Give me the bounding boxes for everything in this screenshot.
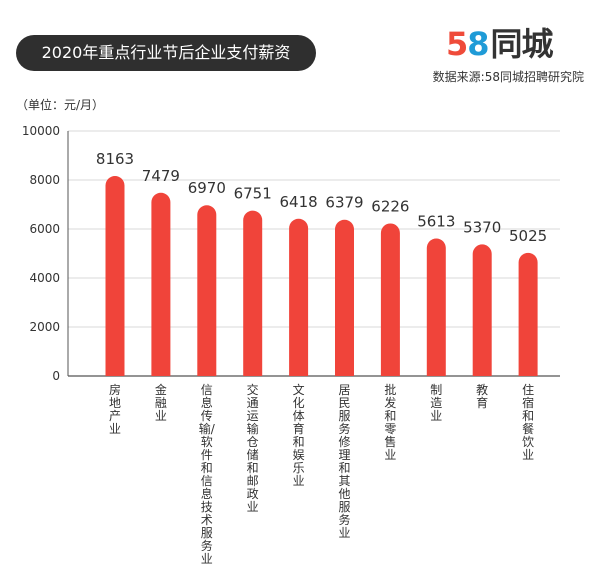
bar-value-label: 6970 — [188, 179, 226, 197]
x-category-label: 文化体育和娱乐业 — [292, 383, 305, 488]
y-tick-label: 4000 — [29, 271, 60, 285]
bar — [243, 210, 263, 376]
y-tick-label: 8000 — [29, 173, 60, 187]
bar — [151, 192, 171, 376]
bar — [380, 223, 400, 376]
y-tick-label: 2000 — [29, 320, 60, 334]
bar-value-label: 6226 — [371, 197, 409, 215]
unit-label: （单位：元/月） — [16, 98, 105, 112]
bar-value-label: 6418 — [280, 193, 318, 211]
x-category-label: 交通运输仓储和邮政业 — [246, 383, 259, 514]
data-source: 数据来源:58同城招聘研究院 — [432, 70, 584, 84]
bar-value-label: 5370 — [463, 218, 501, 236]
y-tick-label: 0 — [52, 369, 60, 383]
bar-value-label: 5613 — [417, 212, 455, 230]
bar — [289, 218, 309, 376]
x-category-label: 信息传输/软件和信息技术服务业 — [198, 383, 215, 566]
bar — [426, 238, 446, 376]
bar-value-label: 8163 — [96, 150, 134, 168]
logo-digit-5: 5 — [446, 25, 468, 63]
x-category-label: 教育 — [476, 383, 489, 410]
bar — [197, 205, 217, 376]
y-tick-label: 6000 — [29, 222, 60, 236]
bar-value-label: 6751 — [234, 185, 272, 203]
chart-title: 2020年重点行业节后企业支付薪资 — [16, 35, 316, 71]
x-category-label: 批发和零售业 — [384, 383, 397, 462]
bar-chart: 0 2000 4000 6000 8000 10000 8163 7479 6970 6751 64… — [22, 124, 560, 383]
y-tick-label: 10000 — [22, 124, 60, 138]
x-category-label: 居民服务修理和其他服务业 — [338, 383, 351, 540]
bar — [518, 252, 538, 376]
x-category-label: 房地产业 — [108, 383, 121, 436]
logo-digit-8: 8 — [467, 25, 489, 63]
x-category-label: 制造业 — [430, 383, 443, 423]
bar-value-label: 7479 — [142, 167, 180, 185]
bar-value-label: 5025 — [509, 227, 547, 245]
logo-text: 同城 — [490, 25, 554, 63]
bar — [105, 176, 125, 376]
bar — [335, 219, 354, 376]
x-category-label: 住宿和餐饮业 — [522, 383, 535, 462]
brand-logo: 58同城 — [446, 24, 554, 64]
x-category-label: 金融业 — [154, 383, 167, 423]
bar — [472, 244, 492, 376]
bar-value-label: 6379 — [325, 194, 363, 212]
